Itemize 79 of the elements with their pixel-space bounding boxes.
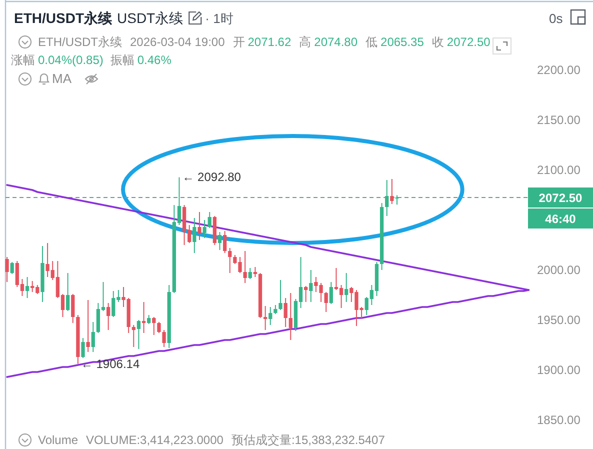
text: 2071.62	[248, 35, 292, 49]
text: 2026-03-04 19:00	[130, 35, 226, 49]
chart-title: ETH/USDT永续	[14, 10, 113, 26]
candlestick	[258, 273, 262, 318]
y-tick-label: 1850.00	[537, 413, 581, 427]
candlestick	[132, 325, 136, 347]
annotation: ← 1906.14	[80, 356, 140, 371]
candlestick	[390, 179, 394, 204]
annotation: ← 2092.80	[182, 170, 242, 184]
text: 0s	[549, 11, 564, 26]
candlestick	[324, 292, 328, 312]
candlestick	[81, 338, 85, 358]
text: 开	[232, 35, 245, 49]
candlestick	[40, 246, 44, 302]
candlestick	[304, 286, 308, 302]
text: 2065.35	[380, 35, 424, 49]
text: · 1时	[205, 11, 234, 26]
candlestick	[136, 320, 141, 349]
candlestick	[212, 216, 216, 245]
text: 2072.50	[446, 35, 491, 49]
text: 低	[366, 35, 378, 49]
candlestick	[248, 268, 252, 279]
text: ETH/USDT永续	[38, 35, 122, 49]
candlestick	[268, 307, 272, 325]
y-tick-label: 2150.00	[537, 113, 581, 127]
y-tick-label: 2000.00	[537, 263, 581, 277]
text: 振幅	[110, 53, 134, 67]
y-tick-label: 2100.00	[537, 163, 581, 177]
candlestick	[274, 305, 278, 314]
text: 0.46%	[137, 53, 172, 67]
text: 预估成交量:15,383,232.5407	[231, 433, 386, 447]
candlestick	[76, 315, 80, 364]
candlestick	[157, 322, 161, 333]
candlestick	[202, 220, 206, 238]
candlestick	[106, 303, 110, 330]
chart-subtitle: USDT永续	[117, 10, 184, 26]
candlestick	[162, 330, 166, 347]
text: 2074.80	[314, 35, 358, 49]
candlestick	[344, 273, 348, 302]
candlestick	[278, 280, 282, 310]
text: 高	[299, 35, 312, 49]
candlestick	[228, 248, 232, 273]
candlestick	[222, 231, 227, 253]
candlestick	[198, 212, 202, 240]
candlestick	[66, 273, 70, 311]
candlestick	[263, 306, 268, 330]
ref-line-label: 2072.50	[538, 191, 583, 205]
candlestick	[167, 285, 171, 348]
text: 收	[432, 35, 444, 49]
text: 46:40	[545, 212, 576, 226]
candlestick	[253, 267, 258, 277]
candlestick	[25, 277, 30, 298]
candlestick	[10, 262, 14, 274]
candlestick	[380, 203, 384, 270]
candlestick	[91, 322, 95, 352]
candlestick	[218, 232, 222, 250]
annotation: MA	[52, 71, 72, 86]
candlestick	[309, 270, 313, 302]
candlestick	[395, 195, 399, 205]
y-tick-label: 1900.00	[537, 363, 581, 377]
candlestick	[385, 180, 389, 216]
candlestick	[86, 300, 90, 352]
candlestick	[329, 282, 333, 304]
candlestick	[288, 293, 292, 340]
candlestick	[71, 294, 75, 323]
candlestick	[5, 257, 9, 282]
candlestick	[147, 315, 151, 324]
y-tick-label: 2200.00	[537, 63, 581, 77]
text: 0.04%(0.85)	[38, 53, 104, 67]
text: VOLUME:3,414,223.0000	[86, 433, 224, 447]
text: 涨幅	[11, 53, 35, 67]
text: Volume	[38, 433, 78, 447]
candlestick	[284, 298, 288, 327]
candlestick	[243, 251, 247, 283]
candlestick	[208, 212, 212, 228]
candlestick	[152, 317, 156, 335]
y-tick-label: 1950.00	[537, 313, 581, 327]
candlestick	[192, 218, 196, 253]
candlestick	[142, 302, 146, 333]
